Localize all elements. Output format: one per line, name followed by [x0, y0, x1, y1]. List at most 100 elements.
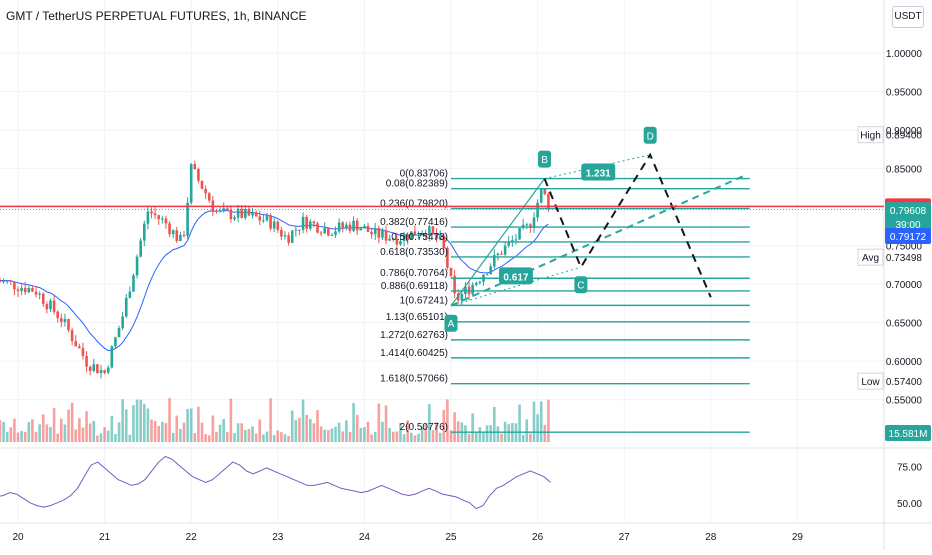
ma-value-value: 0.79608: [890, 206, 927, 217]
currency-button[interactable]: USDT: [892, 6, 924, 28]
candles: [0, 160, 550, 379]
volume-bar: [355, 414, 359, 442]
candle-body: [301, 216, 305, 230]
candle-body: [135, 256, 139, 276]
candle-body: [420, 233, 424, 235]
candle-body: [280, 229, 283, 237]
volume-bar: [110, 415, 114, 442]
candle-body: [399, 241, 402, 245]
volume-bar: [225, 432, 229, 442]
candle-body: [410, 231, 413, 240]
ma-blue-tag: [885, 228, 931, 244]
candle-body: [251, 212, 254, 216]
volume-bar: [352, 402, 355, 442]
volume-bar: [330, 428, 334, 442]
time-tick-label: 22: [186, 532, 198, 543]
volume-bar: [13, 418, 16, 442]
candle-body: [355, 220, 359, 231]
candle-body: [45, 304, 49, 310]
volume-bar: [2, 421, 5, 442]
candle-body: [406, 234, 409, 240]
pattern-ratio-bd: [544, 154, 651, 180]
price-tags: High0.894000.801010.7960839:000.79172Avg…: [857, 126, 931, 441]
volume-bar: [236, 423, 240, 442]
volume-bar: [38, 424, 41, 442]
time-tick-label: 29: [792, 532, 804, 543]
volume-bar: [74, 429, 78, 442]
candle-body: [388, 238, 391, 241]
candle-body: [99, 370, 103, 374]
time-tick-label: 27: [619, 532, 631, 543]
volume-bar: [204, 434, 207, 442]
candle-body: [240, 208, 244, 218]
volume-bar: [399, 422, 402, 442]
volume-bar: [518, 404, 521, 442]
candle-body: [179, 235, 182, 242]
candle-body: [164, 218, 168, 224]
candle-body: [34, 291, 38, 295]
candle-body: [543, 188, 547, 194]
candle-body: [489, 266, 492, 275]
candle-body: [171, 230, 175, 235]
candle-body: [290, 230, 294, 243]
volume-bar: [70, 402, 74, 442]
volume-bar: [142, 403, 146, 442]
volume-bar: [135, 399, 139, 442]
rsi-tick-label: 75.00: [897, 463, 922, 474]
volume-bar: [16, 432, 20, 442]
candle-body: [193, 164, 197, 170]
time-tick-label: 24: [359, 532, 371, 543]
candle-body: [529, 224, 532, 228]
volume-bar: [413, 435, 417, 442]
candle-body: [485, 274, 489, 276]
fib-label: 1.618(0.57066): [380, 374, 448, 385]
volume-bar: [244, 429, 247, 442]
pattern-leg-ab: [450, 178, 546, 307]
fib-label: 1.414(0.60425): [380, 348, 448, 359]
fib-label: 0.382(0.77416): [380, 217, 448, 228]
avg-label-box: [857, 248, 884, 266]
volume-bar: [453, 412, 456, 442]
candle-body: [78, 346, 81, 349]
volume-bar: [121, 399, 124, 442]
pattern-point-badge: [574, 276, 588, 294]
volume-bar: [67, 409, 70, 442]
volume-bar: [150, 419, 153, 442]
volume-bar: [391, 431, 395, 442]
volume-bar: [254, 433, 258, 442]
volume-bar: [60, 418, 63, 442]
candle-body: [337, 222, 341, 232]
candle-body: [106, 367, 110, 373]
candle-body: [283, 235, 287, 237]
volume-bar: [294, 420, 298, 442]
candle-body: [442, 235, 446, 249]
volume-bar: [428, 404, 431, 442]
pattern-point-label: D: [647, 131, 654, 142]
volume-bar: [20, 430, 23, 442]
candle-body: [88, 366, 92, 371]
price-tick-label: 0.75000: [886, 242, 923, 253]
volume-bar: [128, 434, 132, 442]
candle-body: [474, 282, 478, 285]
candle-body: [460, 293, 464, 301]
candle-body: [514, 239, 518, 241]
candle-body: [2, 280, 5, 282]
volume-bar: [45, 424, 49, 442]
price-tick-label: 0.60000: [886, 357, 923, 368]
volume-bar: [207, 435, 211, 442]
candle-body: [63, 318, 67, 322]
volume-bar: [446, 399, 449, 442]
candle-body: [175, 230, 179, 242]
volume-bar: [52, 408, 56, 442]
fib-label: 0.236(0.79820): [380, 199, 448, 210]
volume-bar: [334, 426, 337, 442]
time-tick-label: 26: [532, 532, 544, 543]
candle-body: [493, 255, 496, 267]
fib-label: 0.786(0.70764): [380, 268, 448, 279]
candle-body: [287, 235, 290, 243]
candle-body: [215, 210, 218, 212]
low-value: 0.57400: [886, 377, 923, 388]
candle-body: [312, 221, 316, 224]
candle-body: [431, 226, 435, 233]
